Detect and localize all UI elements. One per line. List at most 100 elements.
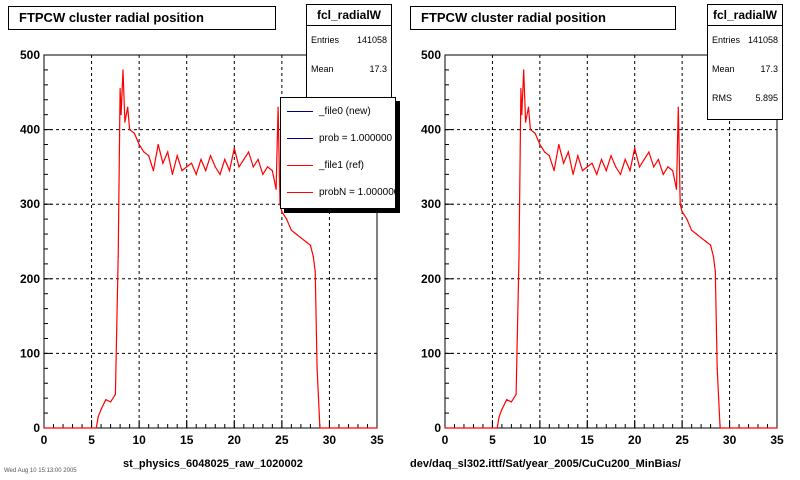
- data-point: [238, 166, 240, 168]
- data-point: [643, 158, 645, 161]
- legend-entry: prob = 1.000000: [281, 125, 395, 152]
- data-point: [525, 121, 527, 123]
- data-point: [95, 427, 97, 429]
- data-point: [233, 147, 235, 149]
- data-point: [305, 240, 307, 243]
- data-point: [319, 427, 321, 429]
- data-point: [544, 151, 546, 153]
- right-plot-title: FTPCW cluster radial position: [410, 6, 676, 30]
- data-point: [629, 170, 631, 172]
- right-stats-entries-label: Entries: [712, 35, 741, 45]
- y-tick-label: 100: [421, 346, 441, 360]
- data-point: [527, 106, 530, 108]
- data-point: [572, 173, 574, 175]
- data-point: [376, 427, 378, 429]
- data-point: [152, 170, 155, 172]
- right-x-label: dev/daq_sl302.ittf/Sat/year_2005/CuCu200…: [410, 458, 681, 470]
- left-stats-box: fcl_radialW Entries 141058 Mean 17.3: [306, 4, 392, 102]
- left-x-label: st_physics_6048025_raw_1020002: [123, 458, 303, 470]
- data-point: [577, 155, 579, 157]
- footer-stamp: Wed Aug 10 15:13:00 2005: [4, 468, 77, 474]
- data-point: [539, 143, 541, 146]
- data-point: [591, 162, 593, 164]
- data-point: [498, 416, 500, 418]
- data-point: [686, 218, 688, 220]
- x-tick-label: 15: [581, 433, 595, 447]
- data-point: [712, 255, 715, 258]
- data-point: [581, 170, 584, 172]
- data-point: [700, 237, 702, 239]
- right-stats-rms-row: RMS 5.895: [708, 84, 782, 113]
- x-tick-label: 15: [180, 433, 194, 447]
- data-point: [444, 427, 446, 429]
- left-stats-entries-label: Entries: [311, 35, 340, 45]
- data-point: [120, 114, 122, 116]
- data-point: [129, 129, 131, 131]
- data-point: [515, 393, 517, 396]
- right-stats-rms-value: 5.895: [755, 93, 778, 103]
- data-point: [295, 233, 297, 235]
- y-tick-label: 400: [20, 123, 40, 137]
- data-point: [119, 87, 121, 90]
- legend-line: [287, 138, 313, 139]
- data-point: [117, 255, 119, 258]
- data-point: [309, 244, 311, 246]
- legend-entry: _file1 (ref): [281, 152, 395, 179]
- data-point: [534, 132, 536, 134]
- legend-label: _file0 (new): [319, 106, 371, 117]
- data-point: [672, 170, 674, 172]
- legend-line: [287, 111, 313, 112]
- x-tick-label: 10: [132, 433, 146, 447]
- data-point: [257, 158, 259, 161]
- data-point: [271, 170, 273, 172]
- data-point: [523, 69, 525, 71]
- data-point: [186, 166, 188, 168]
- data-point: [97, 416, 99, 418]
- data-point: [228, 170, 231, 172]
- data-point: [710, 244, 712, 246]
- data-point: [691, 229, 693, 231]
- x-tick-label: 5: [88, 433, 95, 447]
- data-point: [122, 69, 124, 71]
- left-stats-entries-value: 141058: [356, 35, 387, 45]
- y-tick-label: 0: [434, 421, 441, 435]
- data-point: [615, 166, 617, 168]
- data-point: [205, 170, 207, 172]
- data-point: [219, 173, 221, 175]
- data-point: [548, 155, 550, 157]
- y-tick-label: 400: [421, 123, 441, 137]
- x-tick-label: 0: [41, 433, 48, 447]
- data-point: [521, 114, 523, 116]
- y-tick-label: 300: [20, 197, 40, 211]
- data-point: [114, 393, 116, 396]
- data-point: [610, 155, 612, 157]
- data-point: [667, 166, 669, 168]
- data-point: [496, 427, 498, 429]
- y-tick-label: 0: [33, 421, 40, 435]
- data-point: [316, 367, 318, 369]
- data-point: [167, 151, 169, 153]
- right-stats-entries-value: 141058: [747, 35, 778, 45]
- x-tick-label: 5: [489, 433, 496, 447]
- data-point: [127, 106, 129, 108]
- data-point: [181, 170, 183, 172]
- data-point: [143, 151, 145, 153]
- data-point: [776, 427, 778, 429]
- data-point: [506, 399, 508, 401]
- data-point: [200, 158, 202, 161]
- data-point: [176, 155, 178, 157]
- left-plot-title: FTPCW cluster radial position: [8, 6, 276, 30]
- data-point: [190, 162, 193, 164]
- data-point: [281, 211, 283, 213]
- left-plot-title-text: FTPCW cluster radial position: [19, 10, 204, 25]
- x-tick-label: 30: [323, 433, 337, 447]
- data-point: [648, 151, 650, 153]
- data-point: [43, 427, 45, 429]
- right-stats-rms-label: RMS: [712, 93, 732, 103]
- data-point: [195, 173, 197, 175]
- x-tick-label: 35: [770, 433, 784, 447]
- x-tick-label: 20: [628, 433, 642, 447]
- data-point: [277, 106, 279, 108]
- data-point: [520, 87, 522, 90]
